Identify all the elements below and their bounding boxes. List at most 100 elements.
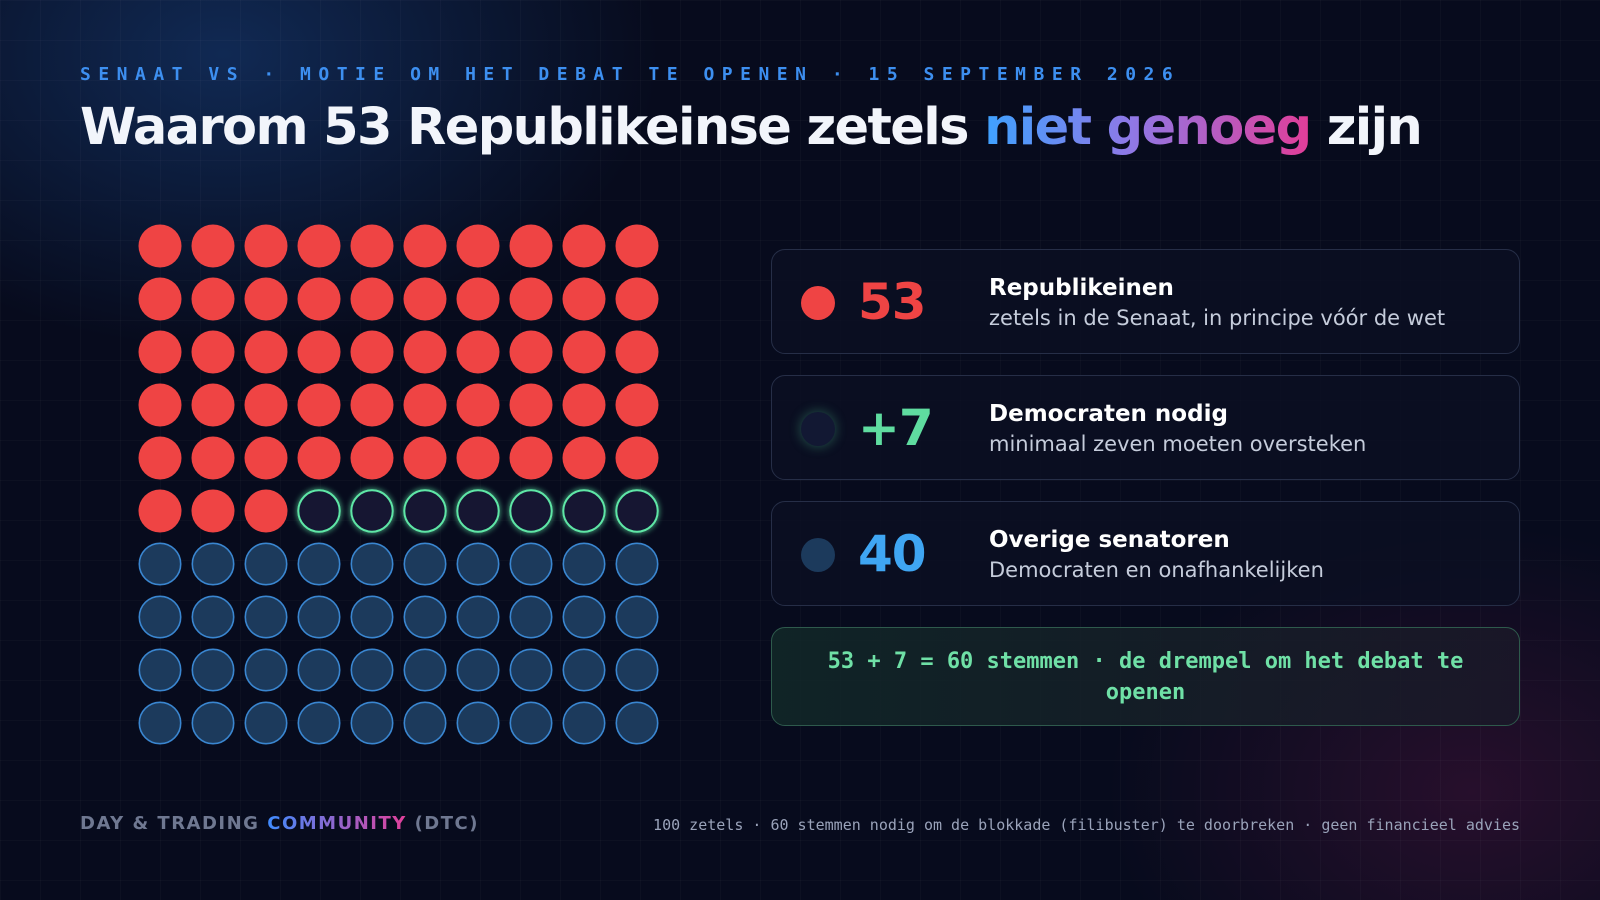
seat-republican — [297, 330, 341, 374]
seat-other — [403, 701, 447, 745]
seat-needed — [403, 489, 447, 533]
title-highlight: niet genoeg — [984, 98, 1312, 157]
seat-republican — [244, 436, 288, 480]
seat-republican — [138, 383, 182, 427]
seat-other — [509, 648, 553, 692]
seat-republican — [615, 383, 659, 427]
seat-republican — [509, 277, 553, 321]
seat-other — [403, 595, 447, 639]
card-label: Democraten nodig — [989, 401, 1228, 427]
seat-other — [562, 701, 606, 745]
seat-other — [350, 648, 394, 692]
equation-box: 53 + 7 = 60 stemmen · de drempel om het … — [771, 627, 1520, 726]
seat-republican — [191, 330, 235, 374]
seat-other — [615, 595, 659, 639]
seat-other — [615, 542, 659, 586]
seat-republican — [138, 224, 182, 268]
seat-republican — [244, 277, 288, 321]
seat-republican — [138, 330, 182, 374]
seat-other — [562, 595, 606, 639]
seat-other — [297, 648, 341, 692]
seat-republican — [350, 330, 394, 374]
other-dot-icon — [801, 538, 835, 572]
card-description: Democraten en onafhankelijken — [989, 558, 1324, 582]
seat-republican — [615, 330, 659, 374]
seat-republican — [456, 330, 500, 374]
seat-republican — [244, 489, 288, 533]
card-republikeinen: 53 Republikeinen zetels in de Senaat, in… — [771, 249, 1520, 354]
seat-other — [350, 595, 394, 639]
seat-other — [509, 542, 553, 586]
kicker: SENAAT VS · MOTIE OM HET DEBAT TE OPENEN… — [80, 64, 1181, 85]
seat-republican — [456, 277, 500, 321]
seat-republican — [138, 277, 182, 321]
card-label: Overige senatoren — [989, 527, 1230, 553]
seat-other — [456, 648, 500, 692]
brand-highlight: COMMUNITY — [267, 813, 407, 834]
card-overige-senatoren: 40 Overige senatoren Democraten en onafh… — [771, 501, 1520, 606]
republican-dot-icon — [801, 286, 835, 320]
seat-needed — [350, 489, 394, 533]
seat-other — [509, 701, 553, 745]
seat-needed — [562, 489, 606, 533]
title-part-2: zijn — [1326, 98, 1423, 157]
seat-republican — [562, 277, 606, 321]
seat-republican — [456, 383, 500, 427]
seat-needed — [509, 489, 553, 533]
seat-republican — [403, 330, 447, 374]
seat-republican — [403, 383, 447, 427]
seat-other — [297, 701, 341, 745]
seat-republican — [509, 436, 553, 480]
seat-republican — [403, 436, 447, 480]
seat-republican — [297, 436, 341, 480]
seat-republican — [244, 330, 288, 374]
seat-republican — [191, 224, 235, 268]
seat-republican — [509, 224, 553, 268]
seat-other — [403, 648, 447, 692]
seat-other — [138, 648, 182, 692]
seat-other — [350, 542, 394, 586]
seat-republican — [562, 383, 606, 427]
waffle-chart — [138, 224, 659, 745]
seat-other — [191, 648, 235, 692]
seat-republican — [456, 224, 500, 268]
seat-republican — [615, 224, 659, 268]
brand-part-2: (DTC) — [414, 813, 479, 834]
legend-cards: 53 Republikeinen zetels in de Senaat, in… — [771, 249, 1520, 726]
seat-republican — [562, 224, 606, 268]
seat-other — [244, 542, 288, 586]
seat-needed — [456, 489, 500, 533]
equation-text: 53 + 7 = 60 stemmen · de drempel om het … — [827, 648, 1464, 705]
seat-other — [456, 542, 500, 586]
seat-other — [615, 648, 659, 692]
seat-republican — [403, 224, 447, 268]
card-description: zetels in de Senaat, in principe vóór de… — [989, 306, 1446, 330]
seat-republican — [297, 277, 341, 321]
seat-other — [244, 648, 288, 692]
footnote: 100 zetels · 60 stemmen nodig om de blok… — [653, 816, 1520, 834]
brand-part-1: DAY & TRADING — [80, 813, 260, 834]
page-title: Waarom 53 Republikeinse zetels niet geno… — [80, 98, 1423, 157]
seat-other — [456, 595, 500, 639]
seat-republican — [350, 383, 394, 427]
seat-republican — [562, 436, 606, 480]
card-number: +7 — [858, 399, 934, 457]
seat-republican — [615, 277, 659, 321]
title-part-1: Waarom 53 Republikeinse zetels — [80, 98, 970, 157]
seat-republican — [350, 224, 394, 268]
seat-republican — [191, 436, 235, 480]
seat-republican — [456, 436, 500, 480]
seat-republican — [191, 383, 235, 427]
seat-other — [191, 701, 235, 745]
seat-republican — [138, 436, 182, 480]
card-label: Republikeinen — [989, 275, 1174, 301]
seat-other — [297, 595, 341, 639]
seat-republican — [562, 330, 606, 374]
card-description: minimaal zeven moeten oversteken — [989, 432, 1367, 456]
card-number: 40 — [858, 525, 927, 583]
seat-other — [456, 701, 500, 745]
seat-republican — [138, 489, 182, 533]
seat-other — [562, 542, 606, 586]
seat-other — [191, 595, 235, 639]
seat-other — [244, 701, 288, 745]
